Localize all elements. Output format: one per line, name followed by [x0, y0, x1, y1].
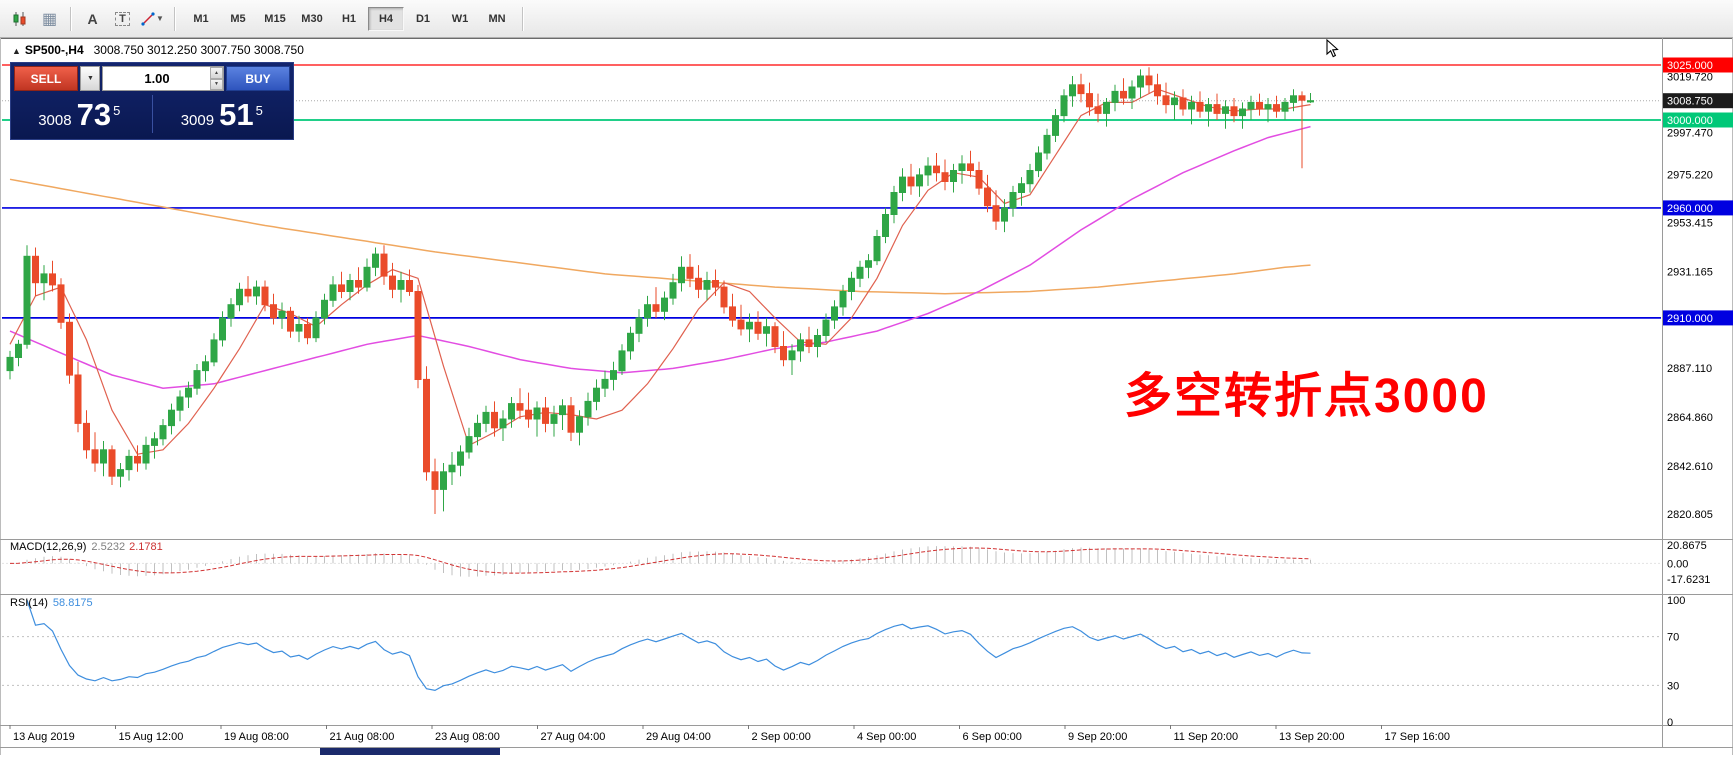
svg-text:11 Sep 20:00: 11 Sep 20:00	[1174, 731, 1239, 743]
svg-text:2887.110: 2887.110	[1667, 363, 1712, 375]
svg-text:4 Sep 00:00: 4 Sep 00:00	[857, 731, 916, 743]
rsi-indicator-label: RSI(14) 58.8175	[10, 597, 93, 609]
ohlc-low: 3007.750	[200, 43, 251, 57]
rsi-value: 58.8175	[52, 597, 93, 609]
macd-signal-value: 2.1781	[129, 541, 163, 553]
symbol-timeframe: SP500-,H4	[24, 43, 84, 57]
buy-price-prefix: 3009	[180, 111, 215, 129]
chart-ohlc-header: ▲ SP500-,H4 3008.750 3012.250 3007.750 300…	[12, 43, 304, 57]
svg-text:2960.000: 2960.000	[1667, 203, 1713, 215]
svg-text:2931.165: 2931.165	[1667, 266, 1713, 278]
pane-separators	[0, 38, 1733, 748]
one-click-trading-panel: SELL ▼ ▲ ▼ BUY 3008 73 5 3009 51 5	[10, 62, 294, 140]
svg-text:3019.720: 3019.720	[1667, 72, 1713, 84]
sell-price-sup: 5	[113, 102, 121, 118]
svg-text:21 Aug 08:00: 21 Aug 08:00	[330, 731, 395, 743]
price-scale[interactable]: 3019.720 2997.470 2975.220 2953.415 2931.165…	[1663, 57, 1733, 522]
volume-increase-button[interactable]: ▲	[210, 67, 223, 79]
timeframe-button-h4[interactable]: H4	[368, 6, 404, 31]
sell-button[interactable]: SELL	[14, 66, 78, 91]
svg-text:2953.415: 2953.415	[1667, 217, 1713, 229]
timeframe-button-d1[interactable]: D1	[415, 12, 431, 25]
timeframe-button-m30[interactable]: M30	[301, 12, 323, 25]
svg-text:6 Sep 00:00: 6 Sep 00:00	[963, 731, 1022, 743]
svg-text:20.8675: 20.8675	[1667, 540, 1707, 552]
svg-text:9 Sep 20:00: 9 Sep 20:00	[1068, 731, 1127, 743]
svg-text:2820.805: 2820.805	[1667, 509, 1713, 521]
draw-tools-dropdown-icon[interactable]: ▼	[138, 5, 167, 33]
moving-averages	[9, 88, 1311, 455]
ma-slow	[9, 178, 1311, 295]
candlestick-chart-icon[interactable]	[5, 5, 34, 33]
timeframe-button-m1[interactable]: M1	[193, 12, 209, 25]
volume-dropdown-button[interactable]: ▼	[80, 66, 100, 91]
svg-text:2842.610: 2842.610	[1667, 461, 1713, 473]
svg-text:29 Aug 04:00: 29 Aug 04:00	[646, 731, 711, 743]
mouse-cursor-icon	[1326, 38, 1339, 63]
svg-text:17 Sep 16:00: 17 Sep 16:00	[1385, 731, 1450, 743]
volume-decrease-button[interactable]: ▼	[210, 78, 223, 90]
grid-icon[interactable]: ▦	[41, 10, 58, 28]
rsi-name: RSI(14)	[10, 597, 48, 609]
timeframe-button-mn[interactable]: MN	[488, 12, 506, 25]
price-divider	[151, 95, 153, 133]
svg-text:-17.6231: -17.6231	[1667, 574, 1710, 586]
volume-input[interactable]	[103, 67, 223, 90]
sell-price-display[interactable]: 3008 73 5	[14, 99, 148, 130]
toolbar-tools: ▦ A T ▼	[5, 5, 167, 33]
timeframe-button-m5[interactable]: M5	[230, 12, 246, 25]
svg-text:13 Sep 20:00: 13 Sep 20:00	[1279, 731, 1344, 743]
ma-fast	[9, 88, 1311, 455]
macd-name: MACD(12,26,9)	[10, 541, 87, 553]
svg-text:30: 30	[1667, 680, 1679, 692]
svg-text:2910.000: 2910.000	[1667, 313, 1713, 325]
annotation-text: 多空转折点3000	[1124, 370, 1489, 423]
svg-text:2 Sep 00:00: 2 Sep 00:00	[752, 731, 811, 743]
time-scale[interactable]: 13 Aug 2019 15 Aug 12:00 19 Aug 08:00 21 Au…	[9, 725, 1450, 743]
toolbar-separator	[522, 6, 524, 31]
buy-price-display[interactable]: 3009 51 5	[157, 99, 291, 130]
svg-text:70: 70	[1667, 632, 1679, 644]
buy-price-big: 51	[219, 96, 254, 132]
svg-text:2864.860: 2864.860	[1667, 412, 1713, 424]
ohlc-close: 3008.750	[253, 43, 304, 57]
macd-main-value: 2.5232	[91, 541, 126, 553]
svg-text:2997.470: 2997.470	[1667, 128, 1713, 140]
label-tool-icon[interactable]: A	[87, 10, 98, 27]
timeframe-button-m15[interactable]: M15	[264, 12, 286, 25]
ohlc-open: 3008.750	[93, 43, 144, 57]
svg-text:27 Aug 04:00: 27 Aug 04:00	[541, 731, 606, 743]
svg-text:100: 100	[1667, 595, 1685, 607]
one-click-collapse-arrow[interactable]: ▲	[12, 46, 21, 56]
toolbar-separator	[174, 6, 176, 31]
svg-text:0: 0	[1667, 717, 1673, 729]
svg-text:3008.750: 3008.750	[1667, 96, 1713, 108]
buy-button[interactable]: BUY	[226, 66, 290, 91]
macd-pane: 20.8675 0.00 -17.6231	[2, 540, 1710, 586]
svg-text:3000.000: 3000.000	[1667, 115, 1713, 127]
buy-price-sup: 5	[255, 102, 263, 118]
volume-field-wrap: ▲ ▼	[102, 66, 224, 91]
timeframe-button-w1[interactable]: W1	[451, 12, 469, 25]
text-tool-icon[interactable]: T	[108, 5, 137, 33]
macd-indicator-label: MACD(12,26,9) 2.5232 2.1781	[10, 541, 163, 553]
svg-text:23 Aug 08:00: 23 Aug 08:00	[435, 731, 500, 743]
svg-text:2975.220: 2975.220	[1667, 170, 1713, 182]
top-toolbar: ▦ A T ▼ M1 M5 M15 M30 H1 H4 D1 W1 MN	[0, 0, 1733, 38]
ma-medium	[9, 125, 1311, 389]
toolbar-separator	[70, 6, 72, 31]
svg-text:0.00: 0.00	[1667, 558, 1688, 570]
chart-window: 3019.720 2997.470 2975.220 2953.415 2931.165…	[0, 38, 1733, 755]
sell-price-big: 73	[76, 96, 112, 132]
svg-text:13 Aug 2019: 13 Aug 2019	[13, 731, 75, 743]
timeframe-button-h1[interactable]: H1	[341, 12, 357, 25]
timeframe-group: M1 M5 M15 M30 H1 H4 D1 W1 MN	[183, 6, 515, 31]
sell-price-prefix: 3008	[38, 111, 72, 129]
svg-text:15 Aug 12:00: 15 Aug 12:00	[119, 731, 184, 743]
svg-text:19 Aug 08:00: 19 Aug 08:00	[224, 731, 289, 743]
svg-text:3025.000: 3025.000	[1667, 60, 1713, 72]
candlestick-series	[6, 67, 1314, 514]
rsi-pane: 100 70 30 0	[2, 595, 1685, 729]
ohlc-high: 3012.250	[147, 43, 198, 57]
